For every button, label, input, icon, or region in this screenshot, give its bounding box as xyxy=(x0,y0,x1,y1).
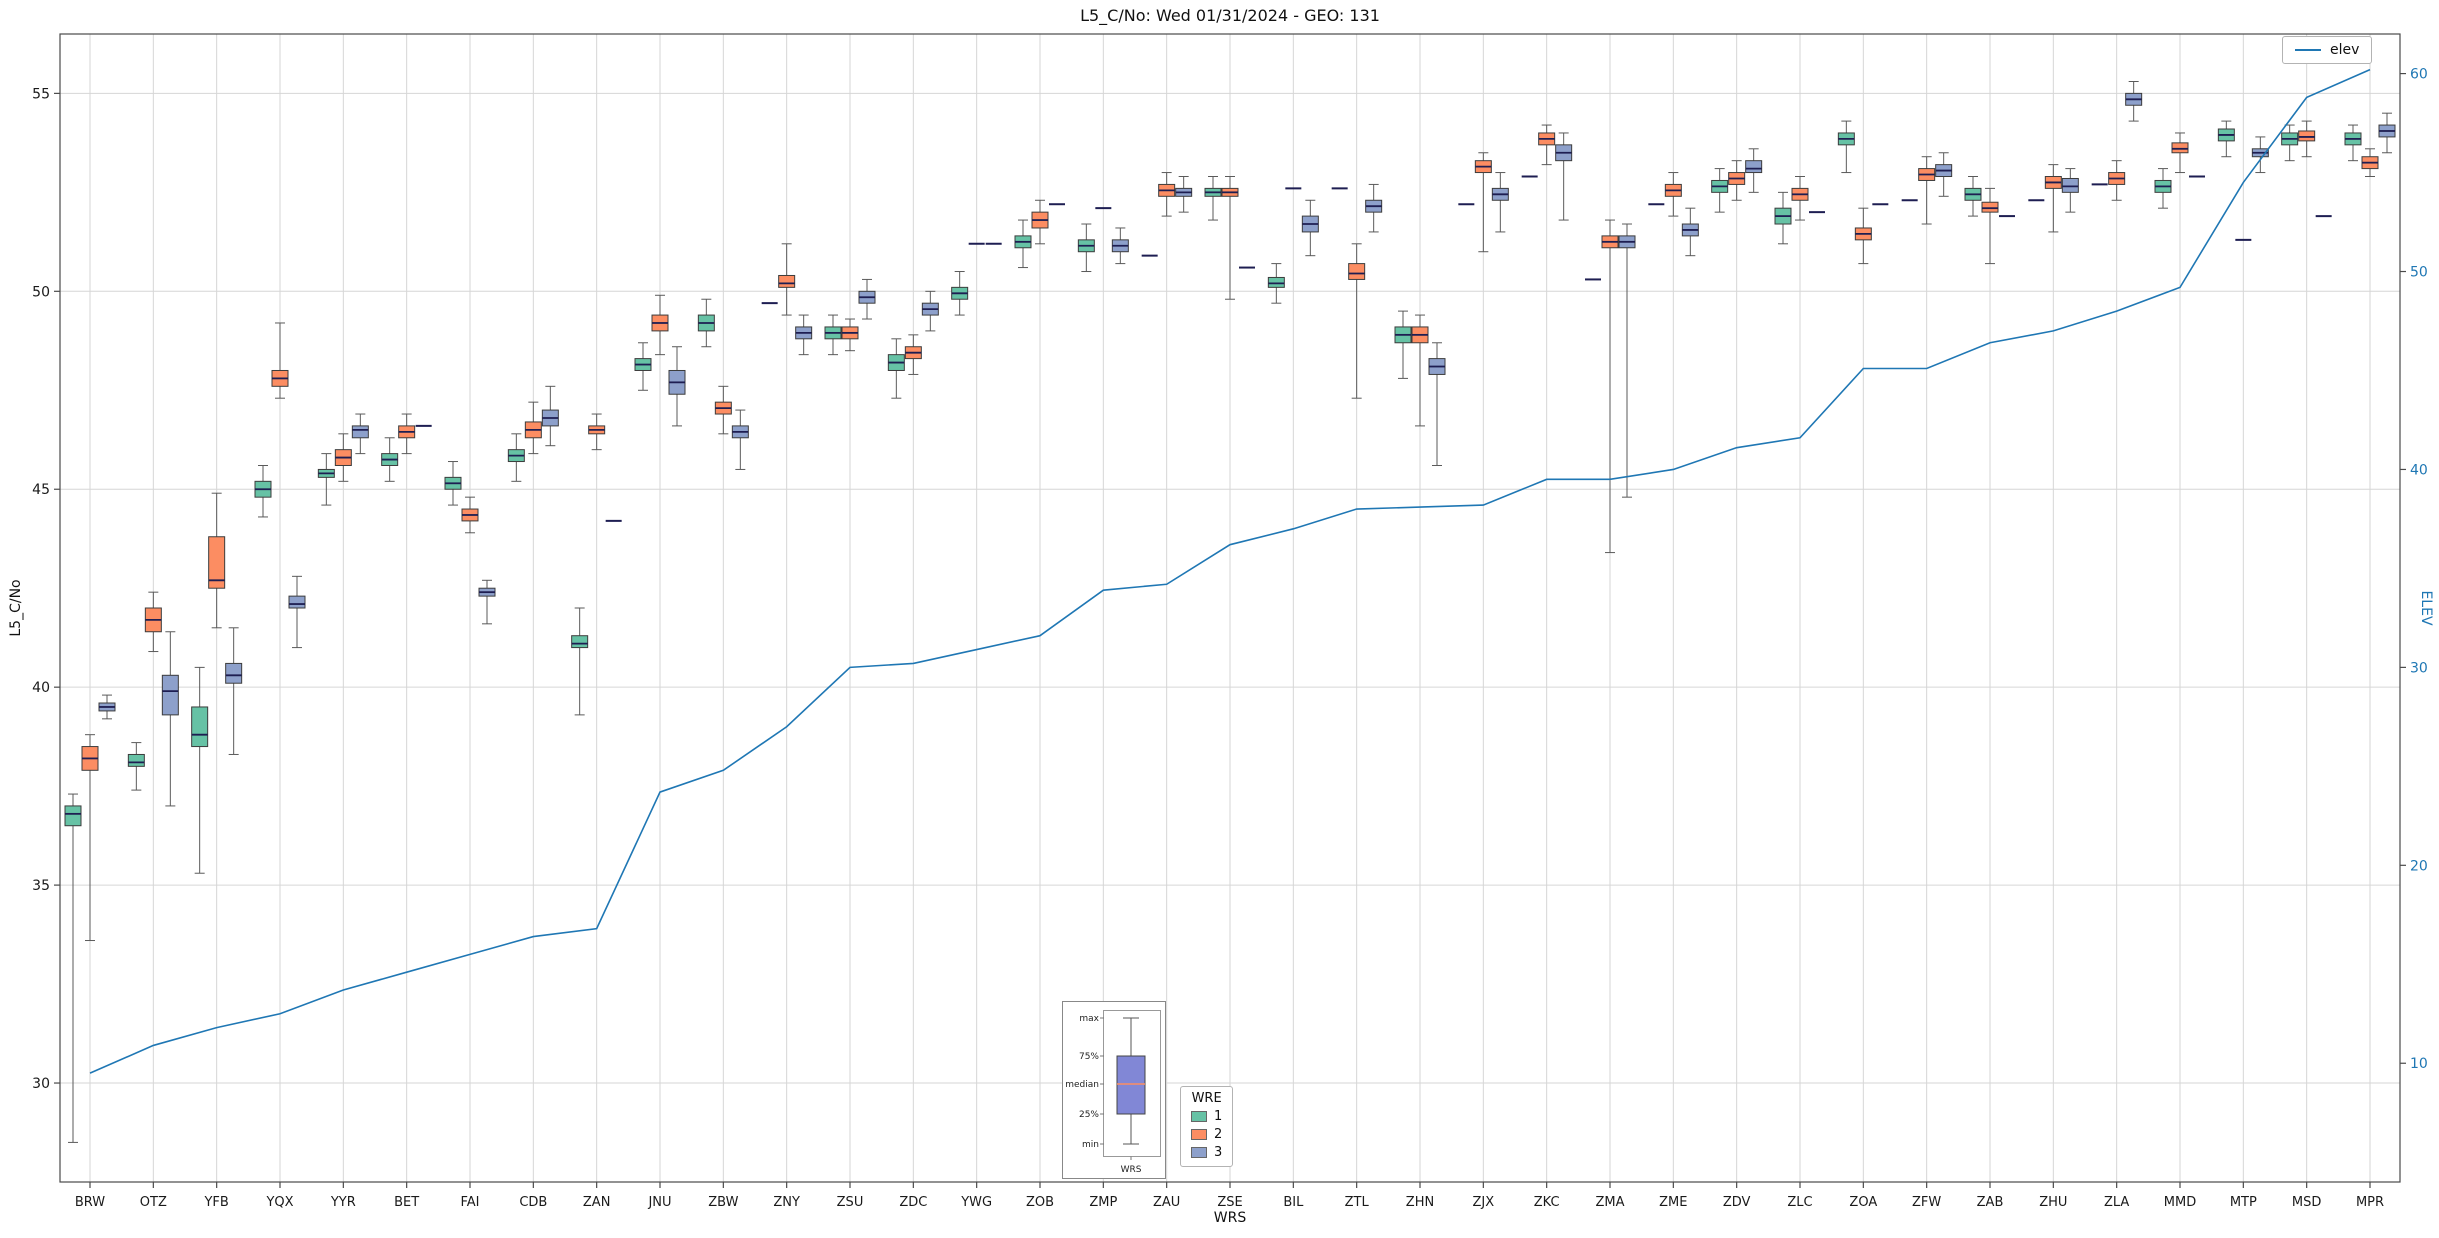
svg-text:ZOA: ZOA xyxy=(1849,1195,1877,1210)
svg-text:ZMP: ZMP xyxy=(1089,1195,1117,1210)
svg-text:ZAB: ZAB xyxy=(1977,1195,2004,1210)
svg-text:50: 50 xyxy=(2410,265,2428,281)
svg-text:MPR: MPR xyxy=(2356,1195,2384,1210)
svg-text:YYR: YYR xyxy=(330,1195,356,1210)
svg-text:25%: 25% xyxy=(1079,1110,1099,1120)
chart-title: L5_C/No: Wed 01/31/2024 - GEO: 131 xyxy=(1080,6,1380,25)
svg-text:min: min xyxy=(1082,1140,1099,1150)
svg-text:ZOB: ZOB xyxy=(1026,1195,1054,1210)
x-axis-label: WRS xyxy=(1213,1210,1247,1226)
svg-text:MSD: MSD xyxy=(2292,1195,2321,1210)
elev-legend: elev xyxy=(2282,36,2373,64)
svg-text:max: max xyxy=(1079,1014,1099,1024)
svg-text:ZBW: ZBW xyxy=(708,1195,738,1210)
svg-text:ZNY: ZNY xyxy=(773,1195,800,1210)
svg-text:ZHN: ZHN xyxy=(1406,1195,1434,1210)
svg-text:ZKC: ZKC xyxy=(1534,1195,1560,1210)
svg-text:ZAN: ZAN xyxy=(583,1195,611,1210)
inset-svg: max 75% median 25% min WRS xyxy=(1065,1010,1161,1175)
wre-legend-label-2: 2 xyxy=(1214,1127,1223,1142)
svg-text:ZLA: ZLA xyxy=(2104,1195,2129,1210)
svg-text:ZFW: ZFW xyxy=(1912,1195,1941,1210)
svg-text:ZJX: ZJX xyxy=(1473,1195,1495,1210)
svg-text:WRS: WRS xyxy=(1121,1165,1142,1175)
svg-text:JNU: JNU xyxy=(647,1195,671,1210)
svg-text:ZDC: ZDC xyxy=(899,1195,927,1210)
svg-text:75%: 75% xyxy=(1079,1052,1099,1062)
wre-swatch-1-icon xyxy=(1191,1111,1207,1122)
wre-legend-title: WRE xyxy=(1191,1091,1222,1106)
svg-text:ZAU: ZAU xyxy=(1153,1195,1180,1210)
elev-line-icon xyxy=(2295,49,2321,51)
svg-text:ZHU: ZHU xyxy=(2039,1195,2067,1210)
svg-text:ZTL: ZTL xyxy=(1345,1195,1370,1210)
svg-text:BIL: BIL xyxy=(1283,1195,1304,1210)
svg-text:30: 30 xyxy=(32,1076,50,1092)
svg-text:OTZ: OTZ xyxy=(140,1195,167,1210)
svg-text:60: 60 xyxy=(2410,67,2428,83)
wre-legend-label-3: 3 xyxy=(1214,1145,1223,1160)
wre-legend: WRE 1 2 3 xyxy=(1180,1086,1234,1167)
svg-text:MMD: MMD xyxy=(2164,1195,2196,1210)
svg-text:40: 40 xyxy=(32,680,50,696)
svg-text:YFB: YFB xyxy=(203,1195,228,1210)
svg-text:45: 45 xyxy=(32,482,50,498)
wre-legend-item-2: 2 xyxy=(1191,1127,1222,1142)
wre-swatch-2-icon xyxy=(1191,1129,1207,1140)
svg-text:ZSU: ZSU xyxy=(837,1195,864,1210)
svg-text:ZMA: ZMA xyxy=(1595,1195,1624,1210)
svg-text:MTP: MTP xyxy=(2230,1195,2257,1210)
svg-text:ZSE: ZSE xyxy=(1217,1195,1242,1210)
svg-text:median: median xyxy=(1065,1080,1099,1090)
svg-text:CDB: CDB xyxy=(519,1195,547,1210)
svg-text:ZLC: ZLC xyxy=(1787,1195,1812,1210)
svg-text:FAI: FAI xyxy=(460,1195,479,1210)
elev-legend-label: elev xyxy=(2330,42,2360,58)
boxplot-anatomy-inset: max 75% median 25% min WRS xyxy=(1062,1001,1166,1179)
svg-text:55: 55 xyxy=(32,86,50,102)
svg-text:10: 10 xyxy=(2410,1056,2428,1072)
wre-legend-item-3: 3 xyxy=(1191,1145,1222,1160)
svg-text:20: 20 xyxy=(2410,858,2428,874)
svg-text:YQX: YQX xyxy=(265,1195,293,1210)
svg-text:ZDV: ZDV xyxy=(1723,1195,1751,1210)
svg-text:35: 35 xyxy=(32,878,50,894)
svg-text:YWG: YWG xyxy=(960,1195,992,1210)
wre-legend-item-1: 1 xyxy=(1191,1109,1222,1124)
wre-legend-label-1: 1 xyxy=(1214,1109,1223,1124)
svg-text:40: 40 xyxy=(2410,462,2428,478)
wre-swatch-3-icon xyxy=(1191,1147,1207,1158)
svg-text:ZME: ZME xyxy=(1659,1195,1687,1210)
svg-text:BRW: BRW xyxy=(75,1195,105,1210)
svg-text:30: 30 xyxy=(2410,660,2428,676)
svg-text:BET: BET xyxy=(394,1195,419,1210)
svg-text:50: 50 xyxy=(32,284,50,300)
